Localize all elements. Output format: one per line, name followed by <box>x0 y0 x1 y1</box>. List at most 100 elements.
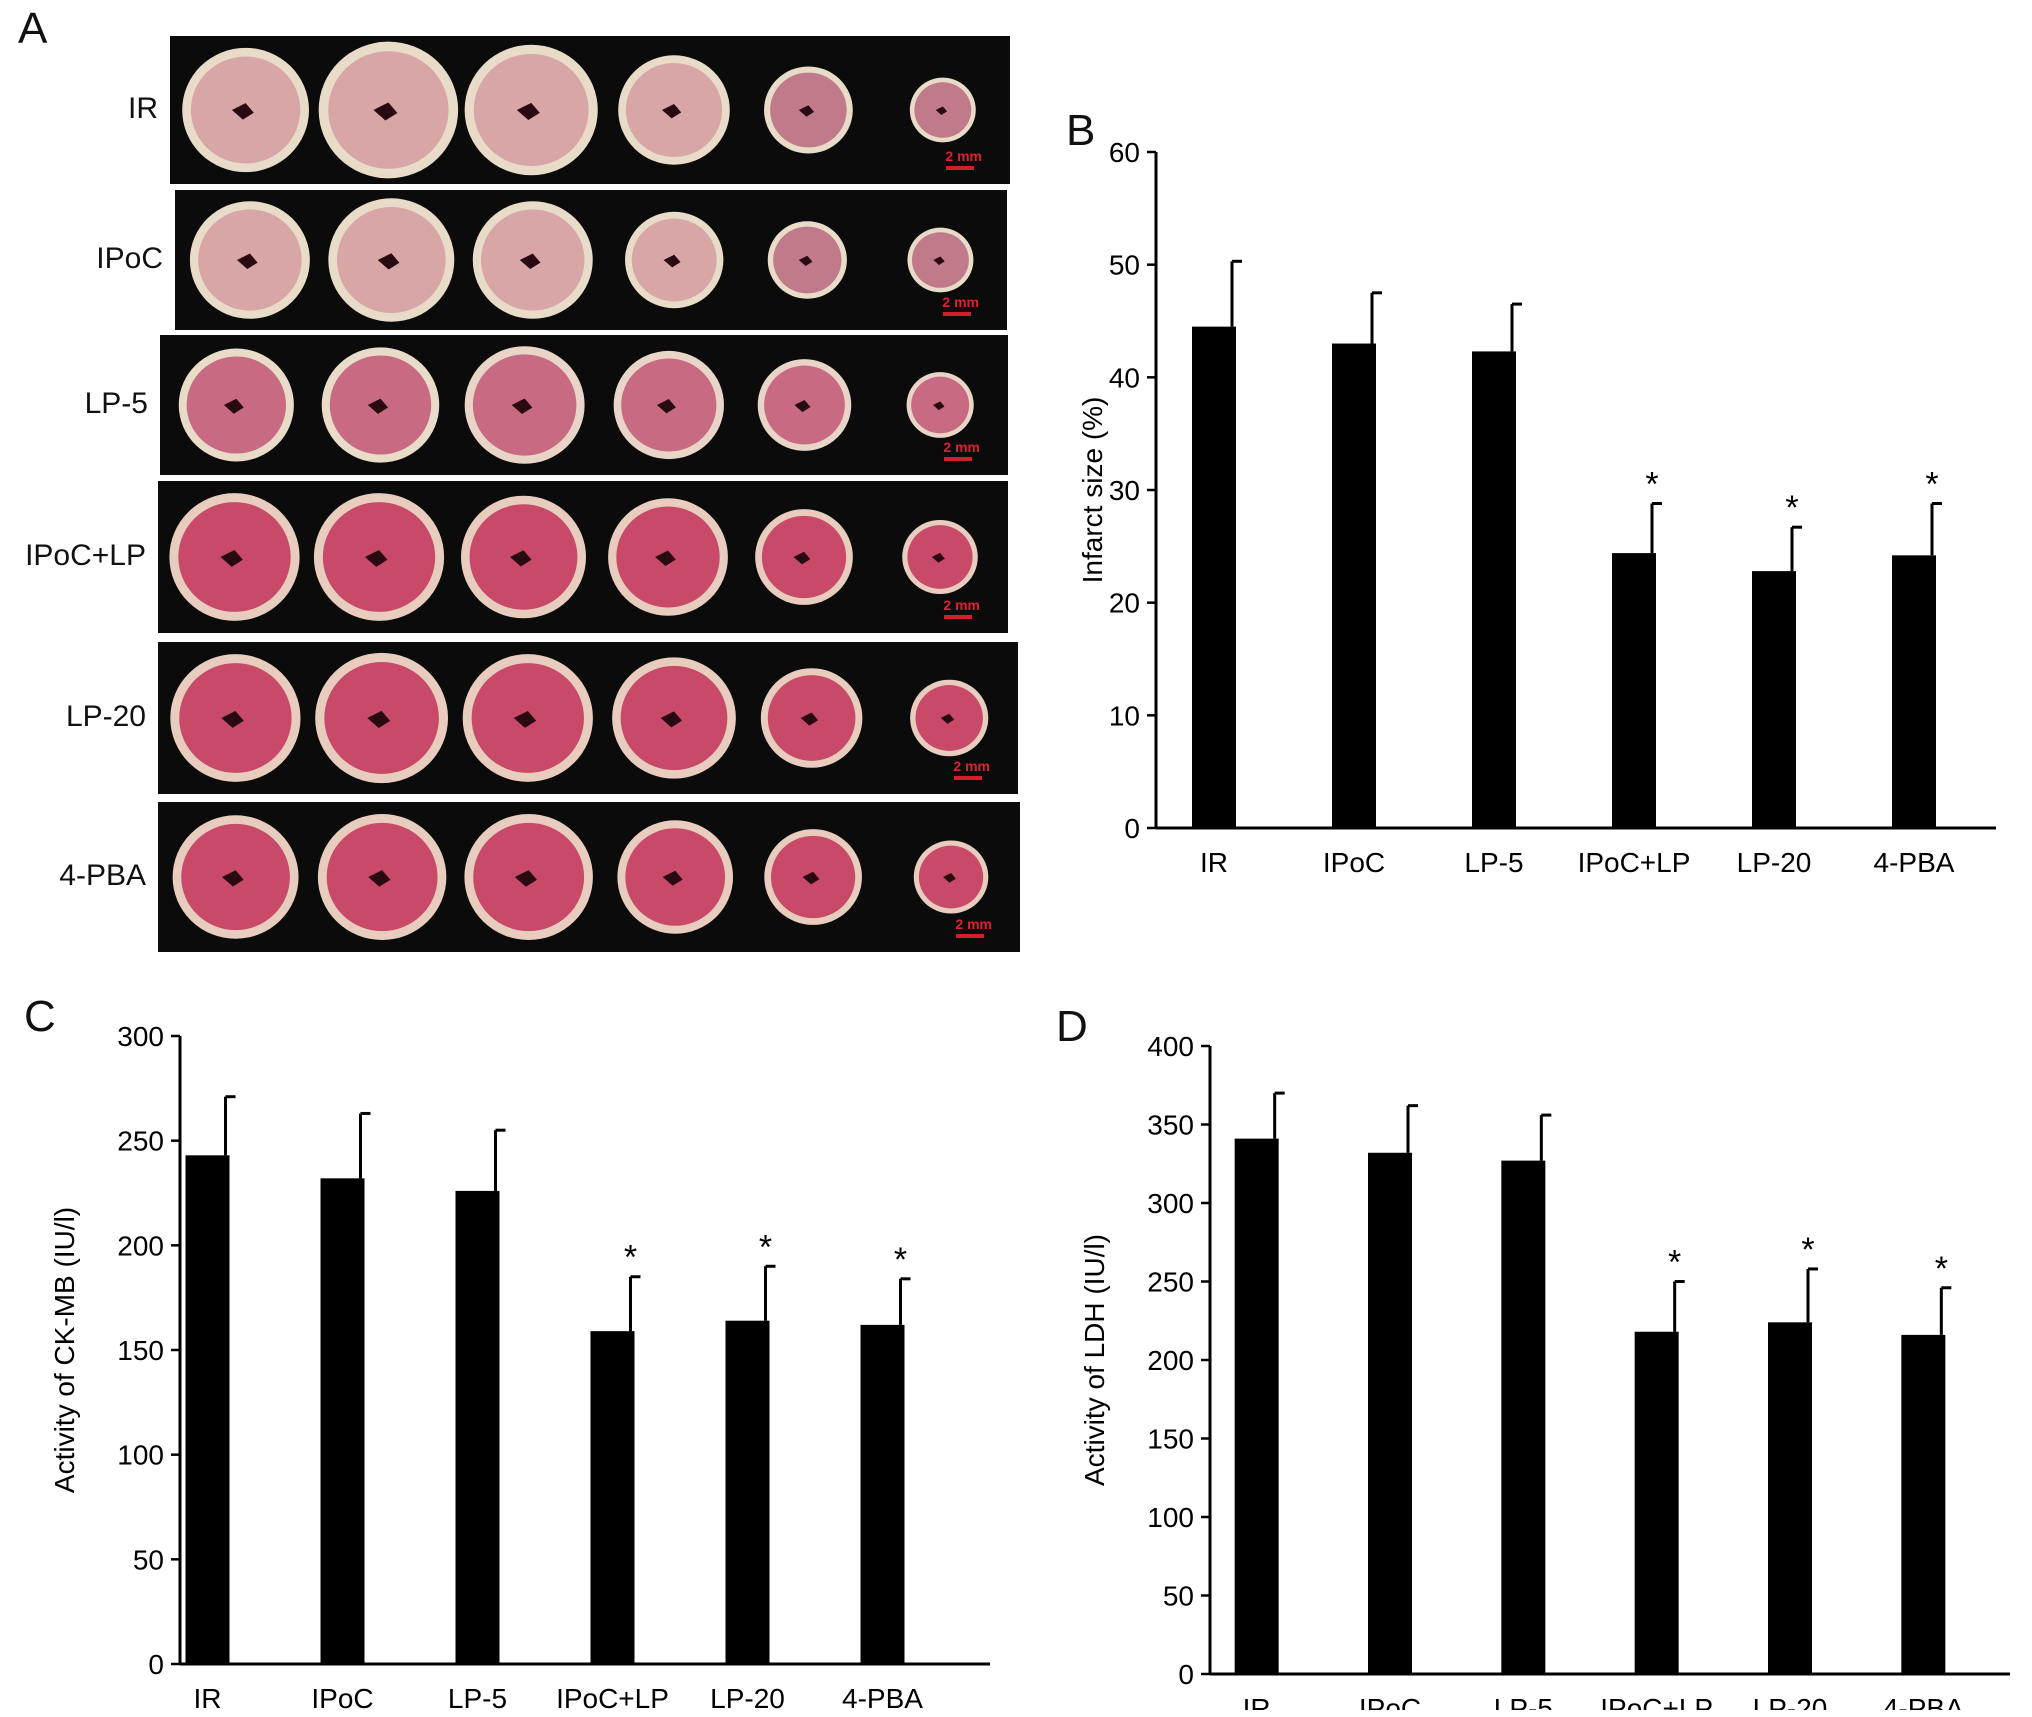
scale-bar-label: 2 mm <box>942 294 979 310</box>
significance-marker: * <box>894 1241 907 1279</box>
heart-slice-images <box>169 493 978 621</box>
ventricle-lumen <box>661 103 682 119</box>
x-tick-label: IPoC <box>1323 847 1385 878</box>
ventricle-lumen <box>519 253 541 270</box>
bar <box>1332 343 1376 828</box>
bar <box>1472 351 1516 828</box>
ventricle-lumen <box>513 710 537 728</box>
y-tick-label: 350 <box>1147 1110 1194 1141</box>
ventricle-lumen <box>656 399 676 414</box>
ventricle-lumen <box>943 872 956 883</box>
scale-bar-label: 2 mm <box>943 439 980 455</box>
x-tick-label: 4-PBA <box>1874 847 1955 878</box>
bar <box>590 1331 635 1664</box>
y-tick-label: 250 <box>1147 1267 1194 1298</box>
ventricle-lumen <box>793 551 811 565</box>
bar <box>320 1178 365 1664</box>
ventricle-lumen <box>377 253 400 270</box>
y-tick-label: 50 <box>1163 1581 1194 1612</box>
photo-row-label: IPoC+LP <box>25 539 146 572</box>
photo-row-label: IPoC <box>96 242 163 275</box>
ventricle-lumen <box>223 398 244 414</box>
x-tick-label: IR <box>1243 1693 1271 1710</box>
y-axis-label: Activity of CK-MB (IU/l) <box>49 1207 80 1493</box>
scale-bar-label: 2 mm <box>943 597 980 613</box>
y-tick-label: 60 <box>1109 137 1140 168</box>
ventricle-lumen <box>660 711 683 728</box>
x-tick-label: LP-20 <box>1753 1693 1828 1710</box>
bar <box>1634 1331 1679 1674</box>
significance-marker: * <box>624 1239 637 1277</box>
x-tick-label: IPoC <box>1359 1693 1421 1710</box>
bar <box>1892 555 1936 828</box>
x-tick-label: IPoC+LP <box>1578 847 1691 878</box>
bar <box>1501 1160 1546 1674</box>
scale-bar <box>956 934 984 938</box>
ventricle-lumen <box>935 106 948 115</box>
ventricle-lumen <box>368 870 391 887</box>
y-tick-label: 100 <box>1147 1502 1194 1533</box>
heart-slice-images <box>172 814 989 940</box>
x-tick-label: IR <box>194 1683 222 1710</box>
y-tick-label: 150 <box>117 1335 164 1366</box>
photo-row-label: IR <box>128 92 158 125</box>
y-tick-label: 40 <box>1109 362 1140 393</box>
y-tick-label: 50 <box>1109 250 1140 281</box>
bar <box>455 1190 500 1664</box>
ventricle-lumen <box>221 710 244 728</box>
ventricle-lumen <box>510 550 532 567</box>
scale-bar-label: 2 mm <box>945 148 982 164</box>
x-tick-label: LP-20 <box>1737 847 1812 878</box>
panel-label-b: B <box>1066 106 1096 155</box>
ventricle-lumen <box>516 102 540 121</box>
ventricle-lumen <box>933 256 945 265</box>
ckmb-activity-chart: 0 50 100 150 200 250 300 Activity of CK-MB (IU/… <box>49 1021 990 1710</box>
heart-slice-images <box>178 346 974 464</box>
x-tick-label: 4-PBA <box>1883 1693 1964 1710</box>
bar <box>185 1155 230 1664</box>
heart-slice-strip: 2 mm <box>175 190 1007 330</box>
bar <box>1612 553 1656 828</box>
ventricle-lumen <box>231 103 254 120</box>
ventricle-lumen <box>794 399 811 413</box>
significance-marker: * <box>1645 466 1658 504</box>
y-tick-label: 300 <box>1147 1188 1194 1219</box>
ventricle-lumen <box>511 398 533 415</box>
x-tick-label: IPoC+LP <box>1600 1693 1713 1710</box>
significance-marker: * <box>759 1228 772 1266</box>
heart-slice-strip: 2 mm <box>158 642 1018 794</box>
significance-marker: * <box>1668 1244 1681 1282</box>
heart-slice-images <box>189 198 974 322</box>
y-tick-label: 10 <box>1109 700 1140 731</box>
significance-marker: * <box>1925 466 1938 504</box>
photo-row-label: LP-5 <box>84 387 148 420</box>
ventricle-lumen <box>367 710 391 729</box>
x-tick-label: IPoC+LP <box>556 1683 669 1710</box>
y-tick-label: 0 <box>1124 813 1140 844</box>
y-tick-label: 0 <box>1178 1659 1194 1690</box>
y-tick-label: 200 <box>1147 1345 1194 1376</box>
heart-slice-images <box>182 41 976 179</box>
heart-slice-strip: 2 mm <box>160 335 1008 475</box>
ventricle-lumen <box>221 870 244 887</box>
ventricle-lumen <box>220 549 243 567</box>
ventricle-lumen <box>802 871 820 885</box>
y-tick-label: 50 <box>133 1544 164 1575</box>
bar <box>1192 326 1236 828</box>
y-tick-label: 100 <box>117 1440 164 1471</box>
significance-marker: * <box>1935 1250 1948 1288</box>
ventricle-lumen <box>236 253 258 270</box>
infarct-size-chart: 0 10 20 30 40 50 60 Infarct size (%) IR IPoC LP-5 *… <box>1080 137 1996 878</box>
bar <box>1752 571 1796 828</box>
photo-row-label: 4-PBA <box>59 859 146 892</box>
bar <box>725 1320 770 1664</box>
photo-row-label: LP-20 <box>65 700 146 733</box>
ventricle-lumen <box>798 105 815 117</box>
heart-slice-strip: 2 mm <box>158 802 1020 952</box>
ldh-activity-chart: 0 50 100 150 200 250 300 350 400 Activity of LDH … <box>1079 1031 2010 1710</box>
panel-label-c: C <box>24 992 56 1041</box>
ventricle-lumen <box>800 712 819 726</box>
x-tick-label: 4-PBA <box>842 1683 923 1710</box>
bar <box>860 1324 905 1664</box>
panel-label-a: A <box>18 4 48 53</box>
